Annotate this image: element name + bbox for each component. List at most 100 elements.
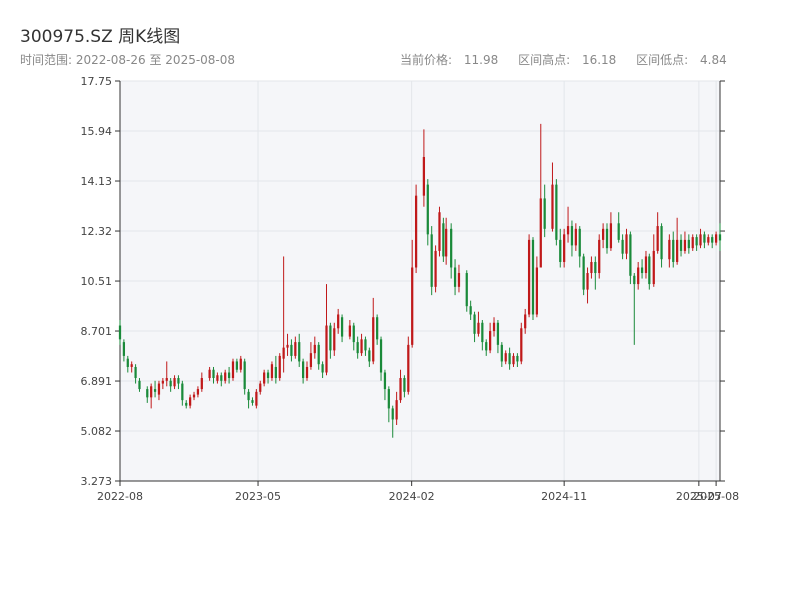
candle-body [598,239,601,274]
candle-body [379,339,383,373]
candle-body [629,234,632,276]
candle [644,250,648,279]
date-range: 时间范围: 2022-08-26 至 2025-08-08 [20,51,235,68]
candle [243,358,246,395]
candle [146,386,149,403]
candle-body [512,355,515,365]
candle-body [496,322,500,345]
candle-body [508,353,511,365]
candle-body [524,314,527,329]
candle [239,355,242,373]
candle-body [243,361,246,390]
candle-body [157,383,161,395]
candle [411,239,414,348]
candle [259,380,262,395]
candle [407,336,410,395]
range-high-label: 区间高点: [518,53,571,67]
candle-body [192,394,196,398]
candle-body [586,273,589,290]
candle [227,366,231,384]
candle [169,378,172,392]
candle [266,369,270,384]
range-high: 区间高点: 16.18 [518,53,624,67]
candle-body [481,322,484,343]
candle [224,369,227,384]
candle-body [325,325,328,373]
candle-body [372,317,375,362]
candle-body [601,228,605,240]
candle-body [181,383,184,401]
candle-body [660,226,663,260]
candle [317,342,320,370]
y-tick-label: 17.75 [81,75,113,88]
candle [212,366,215,384]
candle-body [337,314,340,329]
candle [660,223,663,268]
candle-body [527,239,531,315]
candle-body [699,234,702,246]
candle [189,394,192,409]
candle-body [376,317,379,340]
candle [512,353,515,367]
candle-body [368,350,371,362]
candle-body [286,344,289,348]
candle-body [691,237,694,249]
candle-body [609,223,613,249]
candle-body [298,342,301,362]
candle [387,386,390,423]
candle-body [563,234,566,262]
candle-body [364,339,367,351]
candle-body [644,256,648,274]
candle [629,231,632,285]
candle-body [411,267,414,345]
candle [453,259,457,296]
candle [570,220,574,257]
candle-body [259,383,262,392]
candle-body [500,344,503,362]
candle [399,369,402,403]
candle-body [656,226,659,251]
candle [703,231,706,249]
candle [524,308,527,334]
candle [683,231,687,254]
candle-body [173,378,176,387]
candle-body [414,195,418,268]
candle-body [282,347,285,359]
candle-body [703,234,706,243]
candle [130,361,133,373]
candle [196,386,200,398]
candle [305,361,309,381]
candle-body [683,239,687,251]
candle-body [165,378,168,381]
candle-body [582,256,585,290]
candle-body [489,331,492,351]
candle-body [531,239,535,315]
candle [278,353,281,381]
candle-body [570,226,574,246]
candle-body [559,239,562,262]
candle-body [189,397,192,406]
candle-body [153,389,157,392]
candle-body [340,317,344,337]
candle-body [652,250,655,285]
candle-body [504,353,507,362]
candle [247,389,250,409]
candle [153,380,157,398]
candle [457,264,461,293]
candle-body [555,184,558,240]
candle-body [469,306,472,315]
candle [687,234,690,254]
candle-body [718,234,722,241]
candle-body [294,342,297,356]
candle-body [383,372,387,390]
candle [231,358,235,381]
candle [360,333,363,356]
x-tick-label: 2025-07 [676,490,722,503]
candle-body [485,342,488,351]
candle-body [216,375,219,381]
candle-body [263,372,266,384]
candle [161,378,164,390]
y-tick-label: 14.13 [81,175,113,188]
candle [648,253,651,290]
candle-body [126,358,129,367]
